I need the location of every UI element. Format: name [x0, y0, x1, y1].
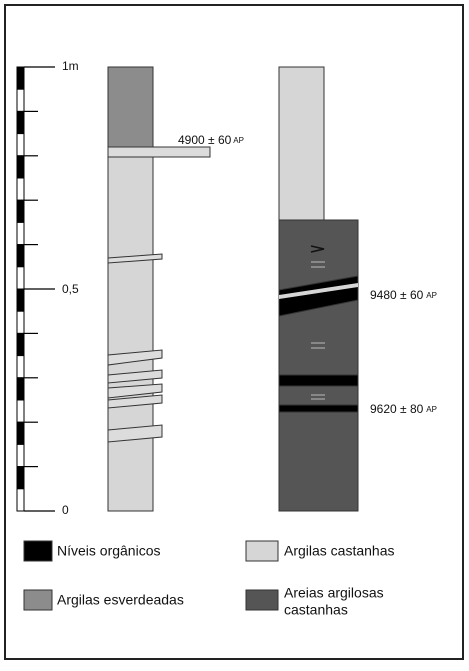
legend-label: Argilas castanhas	[284, 543, 395, 559]
scale-segment	[17, 400, 24, 422]
organic-band	[279, 405, 358, 412]
lens	[108, 147, 210, 157]
legend-swatch	[24, 541, 52, 561]
scale-segment	[17, 289, 24, 311]
scale-segment	[17, 134, 24, 156]
scale-segment	[17, 444, 24, 466]
date: 4900 ± 60	[178, 133, 232, 147]
scale-segment	[17, 156, 24, 178]
date-unit: AP	[426, 291, 437, 300]
legend-label: Argilas esverdeadas	[57, 592, 184, 608]
scale-segment	[17, 67, 24, 89]
legend-swatch	[24, 590, 52, 610]
scale-segment	[17, 489, 24, 511]
scale-segment	[17, 89, 24, 111]
frame	[5, 5, 463, 659]
body: 1m 0,5 0 4900 ± 60AP 9480 ± 60AP 9620 ± …	[0, 0, 469, 671]
legend-label: Níveis orgânicos	[57, 543, 161, 559]
scale-label: 0	[62, 503, 69, 517]
scale-segment	[17, 267, 24, 289]
layer	[279, 67, 324, 220]
date: 9480 ± 60	[370, 288, 424, 302]
date-unit: AP	[233, 136, 244, 145]
scale-label: 1m	[62, 59, 79, 73]
scale-segment	[17, 200, 24, 222]
scale-segment	[17, 178, 24, 200]
scale-segment	[17, 356, 24, 378]
organic-band	[279, 375, 358, 386]
page: {"scale": {"top": "1m", "middle": "0,5",…	[0, 0, 469, 671]
layer	[108, 67, 153, 147]
scale-label: 0,5	[62, 282, 79, 296]
scale-segment	[17, 245, 24, 267]
legend-swatch	[246, 590, 278, 610]
scale-segment	[17, 222, 24, 244]
diagram: 1m 0,5 0 4900 ± 60AP 9480 ± 60AP 9620 ± …	[0, 0, 469, 666]
layer	[279, 220, 358, 511]
legend-swatch	[246, 541, 278, 561]
scale-segment	[17, 378, 24, 400]
date-unit: AP	[426, 405, 437, 414]
legend-label: castanhas	[284, 602, 348, 618]
legend-label: Areias argilosas	[284, 585, 384, 601]
scale-segment	[17, 311, 24, 333]
scale-segment	[17, 111, 24, 133]
scale-segment	[17, 333, 24, 355]
date: 9620 ± 80	[370, 402, 424, 416]
scale-segment	[17, 467, 24, 489]
scale-segment	[17, 422, 24, 444]
